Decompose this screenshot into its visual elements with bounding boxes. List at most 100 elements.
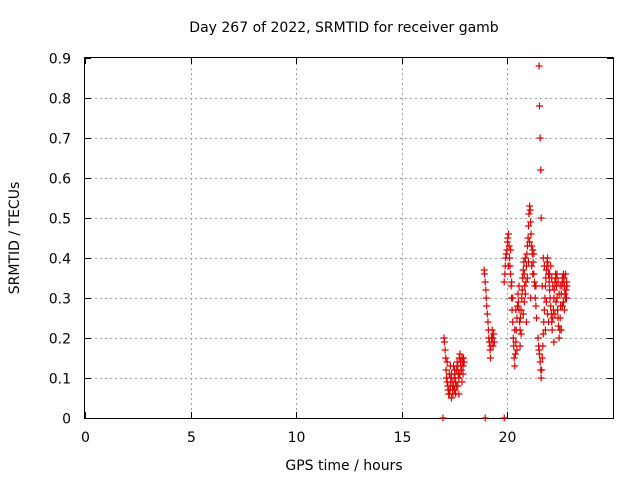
data-point — [515, 282, 523, 290]
data-point — [451, 386, 459, 394]
data-point — [518, 286, 526, 294]
data-point — [516, 318, 524, 326]
data-point — [559, 298, 567, 306]
data-point — [454, 382, 462, 390]
data-point — [556, 282, 564, 290]
data-point — [538, 354, 546, 362]
data-point — [563, 294, 571, 302]
data-point — [481, 414, 489, 422]
data-point — [458, 378, 466, 386]
data-point — [504, 230, 512, 238]
axis-ticks — [85, 58, 613, 419]
data-point — [537, 374, 545, 382]
data-point — [527, 218, 535, 226]
data-point — [509, 318, 517, 326]
data-point — [522, 318, 530, 326]
data-point — [526, 202, 534, 210]
data-point — [514, 290, 522, 298]
data-point — [516, 342, 524, 350]
data-point — [502, 250, 510, 258]
plot-frame — [84, 57, 614, 419]
data-point — [440, 338, 448, 346]
data-point — [489, 334, 497, 342]
data-point — [552, 298, 560, 306]
data-point — [521, 254, 529, 262]
data-point — [446, 362, 454, 370]
data-point — [504, 262, 512, 270]
data-point — [549, 282, 557, 290]
data-point — [553, 270, 561, 278]
y-tick-label: 0.8 — [49, 92, 71, 108]
data-point — [536, 350, 544, 358]
data-point — [505, 242, 513, 250]
data-point — [483, 310, 491, 318]
data-point — [539, 342, 547, 350]
data-point — [536, 134, 544, 142]
data-point — [527, 230, 535, 238]
data-point — [527, 294, 535, 302]
data-point — [537, 166, 545, 174]
data-point — [506, 254, 514, 262]
data-point — [540, 306, 548, 314]
data-point — [507, 270, 515, 278]
data-point — [519, 266, 527, 274]
data-point — [490, 330, 498, 338]
x-tick-label: 15 — [394, 430, 412, 446]
data-point — [489, 342, 497, 350]
data-point — [538, 366, 546, 374]
data-point — [459, 362, 467, 370]
data-point — [511, 362, 519, 370]
data-point — [445, 370, 453, 378]
data-point — [455, 374, 463, 382]
data-point — [508, 278, 516, 286]
data-point — [536, 102, 544, 110]
data-point — [490, 338, 498, 346]
data-point — [486, 346, 494, 354]
data-point — [526, 206, 534, 214]
data-point — [521, 290, 529, 298]
data-point — [560, 274, 568, 282]
data-point — [555, 290, 563, 298]
data-point — [526, 238, 534, 246]
data-point — [511, 350, 519, 358]
data-point — [523, 274, 531, 282]
data-point — [441, 346, 449, 354]
data-point — [545, 318, 553, 326]
x-tick-labels: 0 5 10 15 20 — [81, 430, 516, 446]
y-tick-label: 0.5 — [49, 212, 71, 228]
y-axis-label: SRMTID / TECUs — [7, 182, 23, 295]
y-tick-label: 0 — [62, 412, 71, 428]
data-point — [459, 354, 467, 362]
data-point — [540, 262, 548, 270]
data-point — [562, 286, 570, 294]
data-point — [525, 210, 533, 218]
data-point — [481, 270, 489, 278]
data-point — [528, 262, 536, 270]
data-point — [542, 274, 550, 282]
data-point — [546, 270, 554, 278]
data-point — [556, 314, 564, 322]
data-point — [558, 302, 566, 310]
data-points — [439, 62, 571, 422]
x-tick-label: 0 — [81, 430, 90, 446]
data-point — [550, 338, 558, 346]
data-point — [555, 322, 563, 330]
data-point — [542, 266, 550, 274]
data-point — [550, 286, 558, 294]
data-point — [534, 334, 542, 342]
data-point — [529, 270, 537, 278]
data-point — [554, 306, 562, 314]
data-point — [561, 270, 569, 278]
data-point — [481, 278, 489, 286]
data-point — [553, 294, 561, 302]
data-point — [511, 326, 519, 334]
data-point — [509, 334, 517, 342]
data-point — [519, 310, 527, 318]
data-point — [488, 326, 496, 334]
x-tick-label: 5 — [187, 430, 196, 446]
data-point — [548, 326, 556, 334]
y-tick-label: 0.4 — [49, 252, 71, 268]
data-point — [542, 298, 550, 306]
